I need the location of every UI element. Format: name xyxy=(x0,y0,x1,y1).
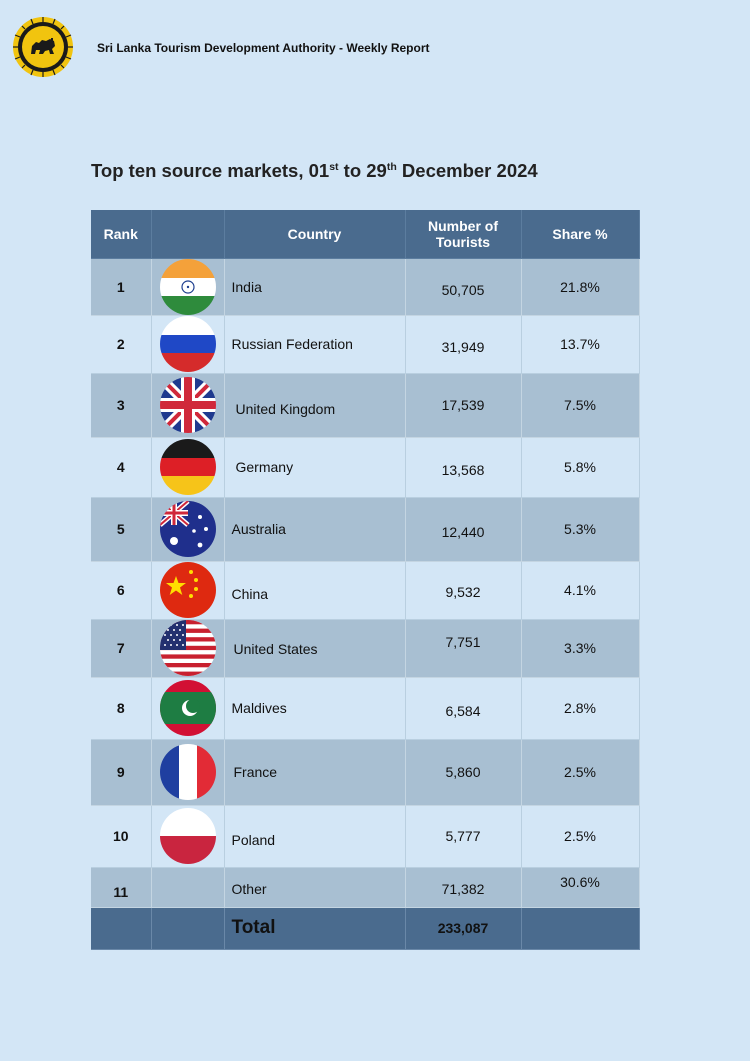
share-cell: 30.6% xyxy=(521,867,640,908)
usa-flag-icon xyxy=(159,620,216,676)
maldives-flag-icon xyxy=(159,680,216,736)
table-row: 1 India 50,705 21.8% xyxy=(91,258,640,316)
table-row: 5 Australia 12,440 5.3% xyxy=(91,497,640,562)
tourists-cell: 12,440 xyxy=(405,497,522,562)
flag-header xyxy=(151,210,225,259)
country-cell: China xyxy=(224,561,406,620)
rank-cell: 2 xyxy=(91,315,152,374)
germany-flag-icon xyxy=(159,439,216,495)
share-cell: 7.5% xyxy=(521,373,640,438)
table-row: 6 China 9,532 4.1% xyxy=(91,561,640,620)
rank-cell: 10 xyxy=(91,805,152,868)
report-title: Top ten source markets, 01st to 29th Dec… xyxy=(91,160,538,181)
rank-cell: 9 xyxy=(91,739,152,806)
china-flag-icon xyxy=(159,562,216,618)
total-row: Total 233,087 xyxy=(91,907,640,950)
country-cell: Australia xyxy=(224,497,406,562)
total-tourists-cell: 233,087 xyxy=(405,907,522,950)
rank-cell: 11 xyxy=(91,867,152,908)
rank-cell: 3 xyxy=(91,373,152,438)
rank-cell: 7 xyxy=(91,619,152,678)
table-row: 3 United Kingdom 17,539 7.5% xyxy=(91,373,640,438)
country-header: Country xyxy=(224,210,406,259)
tourists-cell: 7,751 xyxy=(405,619,522,678)
tourists-cell: 13,568 xyxy=(405,437,522,498)
rank-cell: 6 xyxy=(91,561,152,620)
table-header-row: Rank Country Number of Tourists Share % xyxy=(91,210,640,259)
india-flag-icon xyxy=(159,258,216,315)
country-cell: Other xyxy=(224,867,406,908)
tourists-cell: 9,532 xyxy=(405,561,522,620)
rank-cell: 8 xyxy=(91,677,152,740)
rank-cell: 5 xyxy=(91,497,152,562)
source-markets-table: Rank Country Number of Tourists Share % … xyxy=(91,210,640,950)
tourists-cell: 5,777 xyxy=(405,805,522,868)
country-cell: United Kingdom xyxy=(224,373,406,438)
tourists-cell: 6,584 xyxy=(405,677,522,740)
country-cell: Russian Federation xyxy=(224,315,406,374)
share-cell: 13.7% xyxy=(521,315,640,374)
table-row: 9 France 5,860 2.5% xyxy=(91,739,640,806)
country-cell: Poland xyxy=(224,805,406,868)
france-flag-icon xyxy=(159,744,216,800)
share-cell: 3.3% xyxy=(521,619,640,678)
table-row: 7 United States 7,751 3.3% xyxy=(91,619,640,678)
share-cell: 5.3% xyxy=(521,497,640,562)
table-row: 8 Maldives 6,584 2.8% xyxy=(91,677,640,740)
tourists-cell: 31,949 xyxy=(405,315,522,374)
tourists-cell: 71,382 xyxy=(405,867,522,908)
table-row: 4 Germany 13,568 5.8% xyxy=(91,437,640,498)
russia-flag-icon xyxy=(159,316,216,372)
tourists-cell: 5,860 xyxy=(405,739,522,806)
share-cell: 2.8% xyxy=(521,677,640,740)
share-cell: 21.8% xyxy=(521,258,640,316)
rank-header: Rank xyxy=(91,210,152,259)
country-cell: Germany xyxy=(224,437,406,498)
table-row: 10 Poland 5,777 2.5% xyxy=(91,805,640,868)
share-header: Share % xyxy=(521,210,640,259)
australia-flag-icon xyxy=(159,501,216,557)
country-cell: India xyxy=(224,258,406,316)
sltda-logo-icon xyxy=(12,16,74,78)
rank-cell: 4 xyxy=(91,437,152,498)
share-cell: 5.8% xyxy=(521,437,640,498)
organization-title: Sri Lanka Tourism Development Authority … xyxy=(97,41,430,55)
uk-flag-icon xyxy=(159,377,216,433)
country-cell: Maldives xyxy=(224,677,406,740)
table-row: 2 Russian Federation 31,949 13.7% xyxy=(91,315,640,374)
tourists-cell: 17,539 xyxy=(405,373,522,438)
rank-cell: 1 xyxy=(91,258,152,316)
country-cell: France xyxy=(224,739,406,806)
country-cell: United States xyxy=(224,619,406,678)
share-cell: 4.1% xyxy=(521,561,640,620)
total-label: Total xyxy=(224,907,406,950)
share-cell: 2.5% xyxy=(521,739,640,806)
share-cell: 2.5% xyxy=(521,805,640,868)
tourists-cell: 50,705 xyxy=(405,258,522,316)
poland-flag-icon xyxy=(159,808,216,864)
tourists-header: Number of Tourists xyxy=(405,210,522,259)
table-row: 11 Other 71,382 30.6% xyxy=(91,867,640,908)
